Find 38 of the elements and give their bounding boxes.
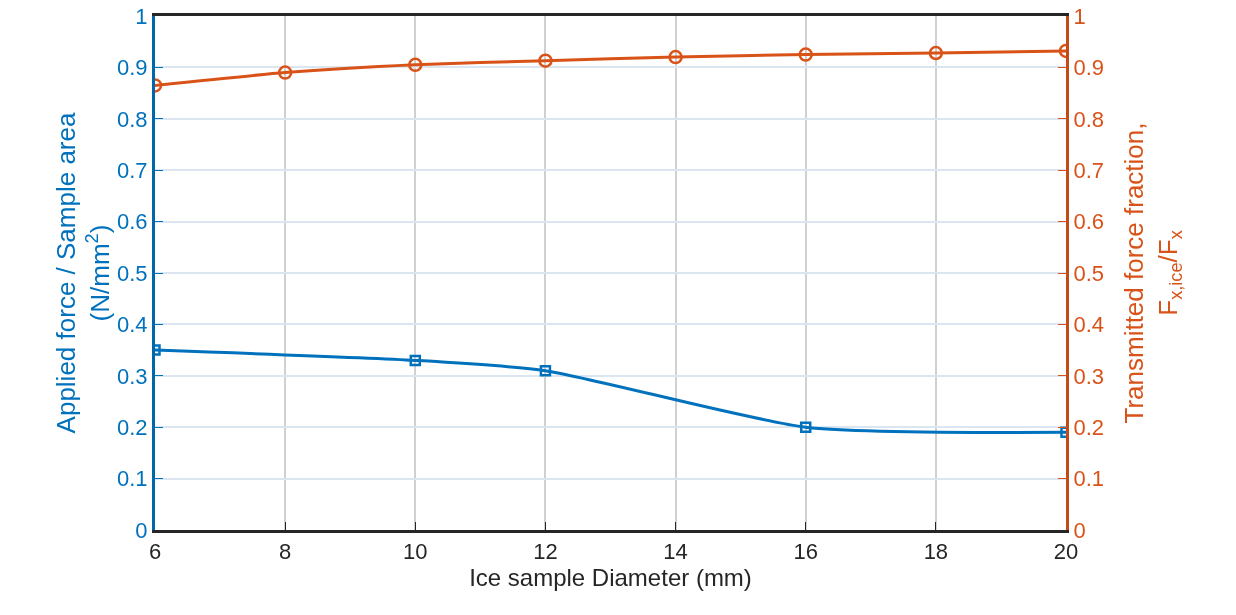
y2-tick-label: 0.1 — [1073, 466, 1104, 492]
point — [408, 57, 423, 73]
x-tick-label: 10 — [403, 539, 428, 565]
x-axis-title: Ice sample Diameter (mm) — [469, 564, 752, 592]
y2-tick-label: 0.3 — [1073, 363, 1104, 389]
point — [798, 47, 813, 62]
point — [538, 53, 553, 68]
y2-tick-label: 0.6 — [1073, 209, 1104, 235]
y-tick-label: 0.2 — [117, 414, 148, 440]
y-tick-label: 0.1 — [117, 466, 148, 492]
y-tick-label: 0.9 — [117, 55, 148, 81]
y-tick-label: 1 — [135, 3, 148, 29]
x-tick-label: 14 — [663, 539, 688, 565]
x-tick-label: 12 — [533, 539, 558, 565]
point — [277, 65, 293, 80]
y2-tick-label: 0.9 — [1073, 55, 1104, 81]
y-tick-label: 0.4 — [117, 312, 148, 338]
y2-tick-label: 0.4 — [1073, 312, 1104, 338]
y2-tick-label: 0.5 — [1073, 260, 1104, 286]
y-tick-label: 0.3 — [117, 363, 148, 389]
x-tick-label: 6 — [148, 539, 162, 565]
y-tick-label: 0.7 — [117, 157, 148, 183]
y-tick-label: 0.6 — [117, 209, 148, 235]
point — [668, 49, 683, 65]
point — [928, 45, 944, 61]
y2-tick-label: 0.8 — [1073, 106, 1104, 132]
x-tick-label: 8 — [279, 539, 292, 565]
x-tick-label: 18 — [923, 539, 949, 565]
point — [409, 354, 422, 367]
y2-tick-label: 0.7 — [1073, 157, 1104, 183]
y-tick-label: 0.5 — [117, 260, 148, 286]
y2-tick-label: 0.2 — [1073, 414, 1104, 440]
y-tick-label: 0.8 — [117, 106, 148, 132]
point — [799, 421, 812, 433]
point — [539, 364, 552, 377]
x-tick-label: 16 — [793, 539, 818, 565]
y-tick-label: 0 — [135, 517, 148, 543]
y2-tick-label: 1 — [1073, 3, 1086, 29]
